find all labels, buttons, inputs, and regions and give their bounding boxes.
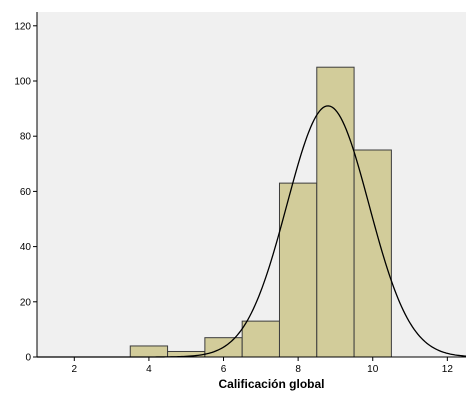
y-tick-label: 60 (20, 187, 32, 198)
y-tick-label: 40 (20, 242, 32, 253)
histogram-bar (241, 320, 280, 358)
y-tick-label: 100 (14, 77, 31, 88)
y-tick-label: 120 (14, 21, 31, 32)
y-tick-label: 20 (20, 297, 32, 308)
x-tick-label: 4 (146, 364, 152, 375)
histogram-bar (353, 149, 392, 358)
x-tick-label: 6 (221, 364, 227, 375)
x-axis: 2 4 6 8 10 12 (37, 356, 466, 375)
histogram-bar (278, 182, 318, 358)
x-tick-label: 10 (367, 364, 379, 375)
x-axis-title: Calificación global (218, 377, 324, 391)
histogram-bars (129, 66, 392, 358)
plot-area (37, 12, 466, 357)
x-tick-label: 12 (442, 364, 454, 375)
x-tick-label: 2 (72, 364, 78, 375)
x-tick-label: 8 (295, 364, 301, 375)
histogram-bar (316, 66, 355, 358)
y-tick-label: 80 (20, 132, 32, 143)
y-axis: 0 20 40 60 80 100 120 (14, 12, 38, 364)
y-tick-label: 0 (25, 353, 31, 364)
histogram-bar (129, 345, 169, 358)
